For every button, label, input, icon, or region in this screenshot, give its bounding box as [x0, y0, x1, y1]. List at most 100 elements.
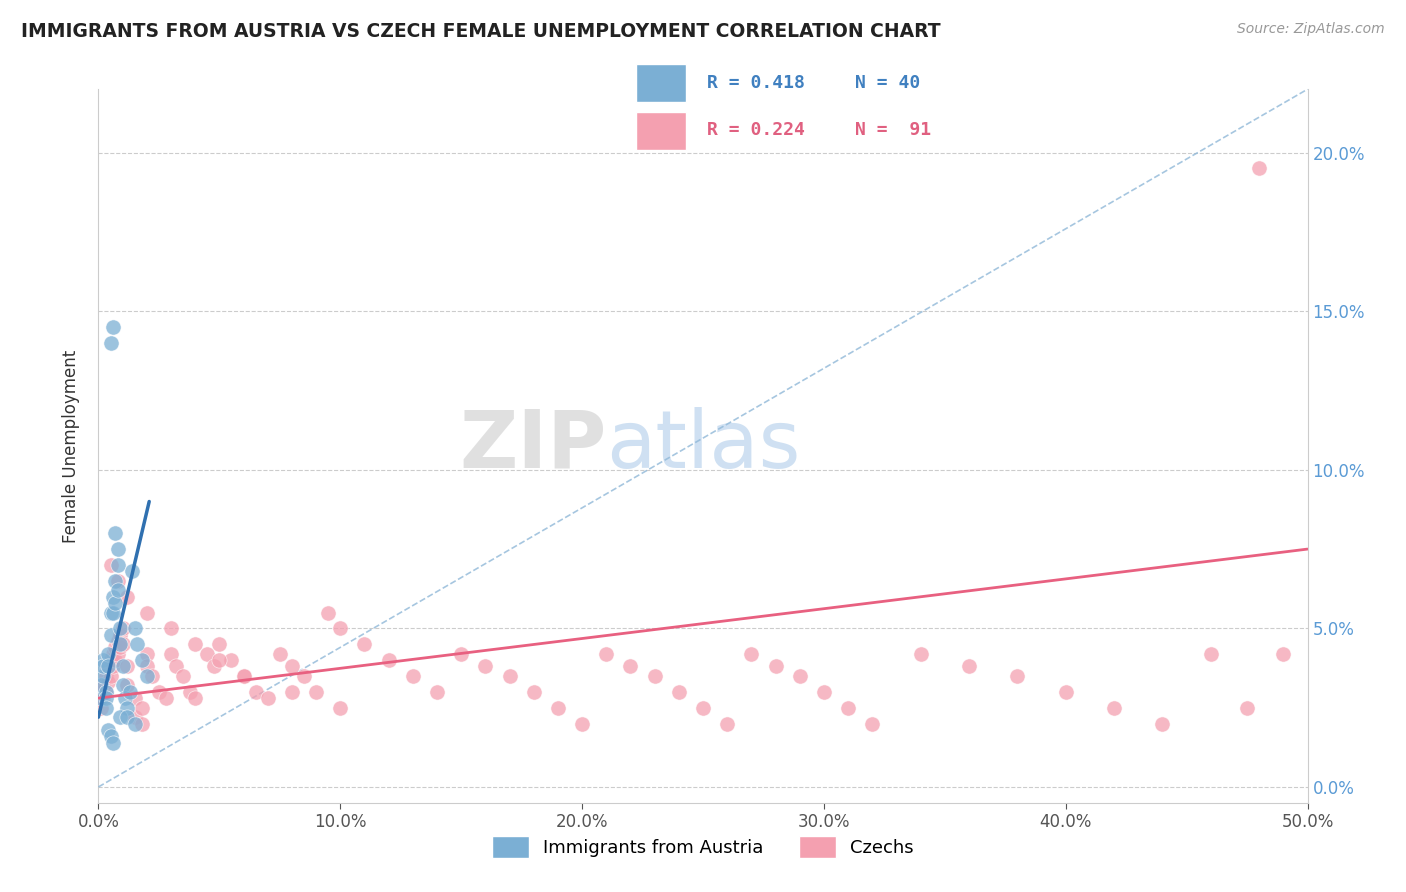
- Point: [474, 659, 496, 673]
- Text: ZIP: ZIP: [458, 407, 606, 485]
- Point: [100, 729, 122, 743]
- Point: [121, 564, 143, 578]
- Point: [97, 723, 120, 737]
- Point: [111, 621, 134, 635]
- Point: [100, 606, 122, 620]
- Text: R = 0.418: R = 0.418: [707, 74, 804, 92]
- Point: [101, 647, 124, 661]
- Point: [97, 659, 120, 673]
- Point: [813, 685, 835, 699]
- Point: [97, 675, 120, 690]
- Point: [305, 685, 328, 699]
- Point: [100, 669, 122, 683]
- Point: [100, 628, 122, 642]
- Point: [97, 659, 120, 673]
- Point: [94, 685, 117, 699]
- Point: [114, 691, 136, 706]
- Text: R = 0.224: R = 0.224: [707, 121, 804, 139]
- Point: [292, 669, 315, 683]
- Point: [90, 685, 112, 699]
- Point: [117, 590, 139, 604]
- Point: [91, 653, 114, 667]
- Point: [208, 653, 231, 667]
- Point: [108, 710, 131, 724]
- Point: [765, 659, 787, 673]
- Point: [124, 691, 146, 706]
- Point: [148, 685, 170, 699]
- Point: [100, 653, 122, 667]
- Point: [118, 685, 141, 699]
- Point: [101, 590, 124, 604]
- Point: [184, 637, 207, 651]
- Point: [740, 647, 762, 661]
- Point: [353, 637, 375, 651]
- Point: [595, 647, 617, 661]
- Point: [498, 669, 520, 683]
- Point: [131, 716, 153, 731]
- Point: [208, 637, 231, 651]
- Point: [90, 700, 112, 714]
- Point: [117, 678, 139, 692]
- Point: [256, 691, 278, 706]
- Point: [90, 678, 112, 692]
- Point: [281, 659, 304, 673]
- Point: [111, 659, 134, 673]
- Point: [160, 647, 183, 661]
- Point: [1054, 685, 1077, 699]
- Point: [91, 691, 114, 706]
- Point: [426, 685, 449, 699]
- Point: [619, 659, 641, 673]
- Text: N = 40: N = 40: [855, 74, 921, 92]
- Point: [104, 596, 127, 610]
- Point: [1199, 647, 1222, 661]
- Point: [117, 659, 139, 673]
- Point: [135, 659, 157, 673]
- Point: [692, 700, 714, 714]
- Point: [1152, 716, 1174, 731]
- Point: [232, 669, 254, 683]
- Point: [101, 606, 124, 620]
- Point: [94, 669, 117, 683]
- Point: [117, 710, 139, 724]
- Point: [107, 542, 129, 557]
- Point: [716, 716, 738, 731]
- Point: [124, 716, 146, 731]
- Bar: [636, 64, 686, 102]
- Point: [90, 691, 112, 706]
- Point: [523, 685, 546, 699]
- Text: IMMIGRANTS FROM AUSTRIA VS CZECH FEMALE UNEMPLOYMENT CORRELATION CHART: IMMIGRANTS FROM AUSTRIA VS CZECH FEMALE …: [21, 22, 941, 41]
- Text: atlas: atlas: [606, 407, 800, 485]
- Point: [108, 640, 131, 655]
- Point: [94, 691, 117, 706]
- Point: [117, 700, 139, 714]
- Point: [104, 640, 127, 655]
- Point: [644, 669, 666, 683]
- Legend: Immigrants from Austria, Czechs: Immigrants from Austria, Czechs: [485, 829, 921, 865]
- Point: [837, 700, 859, 714]
- Point: [111, 678, 134, 692]
- Point: [329, 621, 352, 635]
- Point: [329, 700, 352, 714]
- Point: [571, 716, 593, 731]
- Point: [245, 685, 267, 699]
- Point: [124, 710, 146, 724]
- Point: [100, 558, 122, 572]
- Point: [1007, 669, 1029, 683]
- Point: [547, 700, 569, 714]
- Point: [104, 653, 127, 667]
- Point: [135, 647, 157, 661]
- Point: [101, 320, 124, 334]
- Point: [107, 558, 129, 572]
- Text: Source: ZipAtlas.com: Source: ZipAtlas.com: [1237, 22, 1385, 37]
- Point: [1236, 700, 1258, 714]
- Point: [91, 669, 114, 683]
- Point: [107, 583, 129, 598]
- Point: [281, 685, 304, 699]
- Point: [131, 653, 153, 667]
- Point: [172, 669, 194, 683]
- Point: [107, 647, 129, 661]
- Point: [108, 621, 131, 635]
- Point: [100, 335, 122, 350]
- Point: [221, 653, 243, 667]
- Point: [107, 634, 129, 648]
